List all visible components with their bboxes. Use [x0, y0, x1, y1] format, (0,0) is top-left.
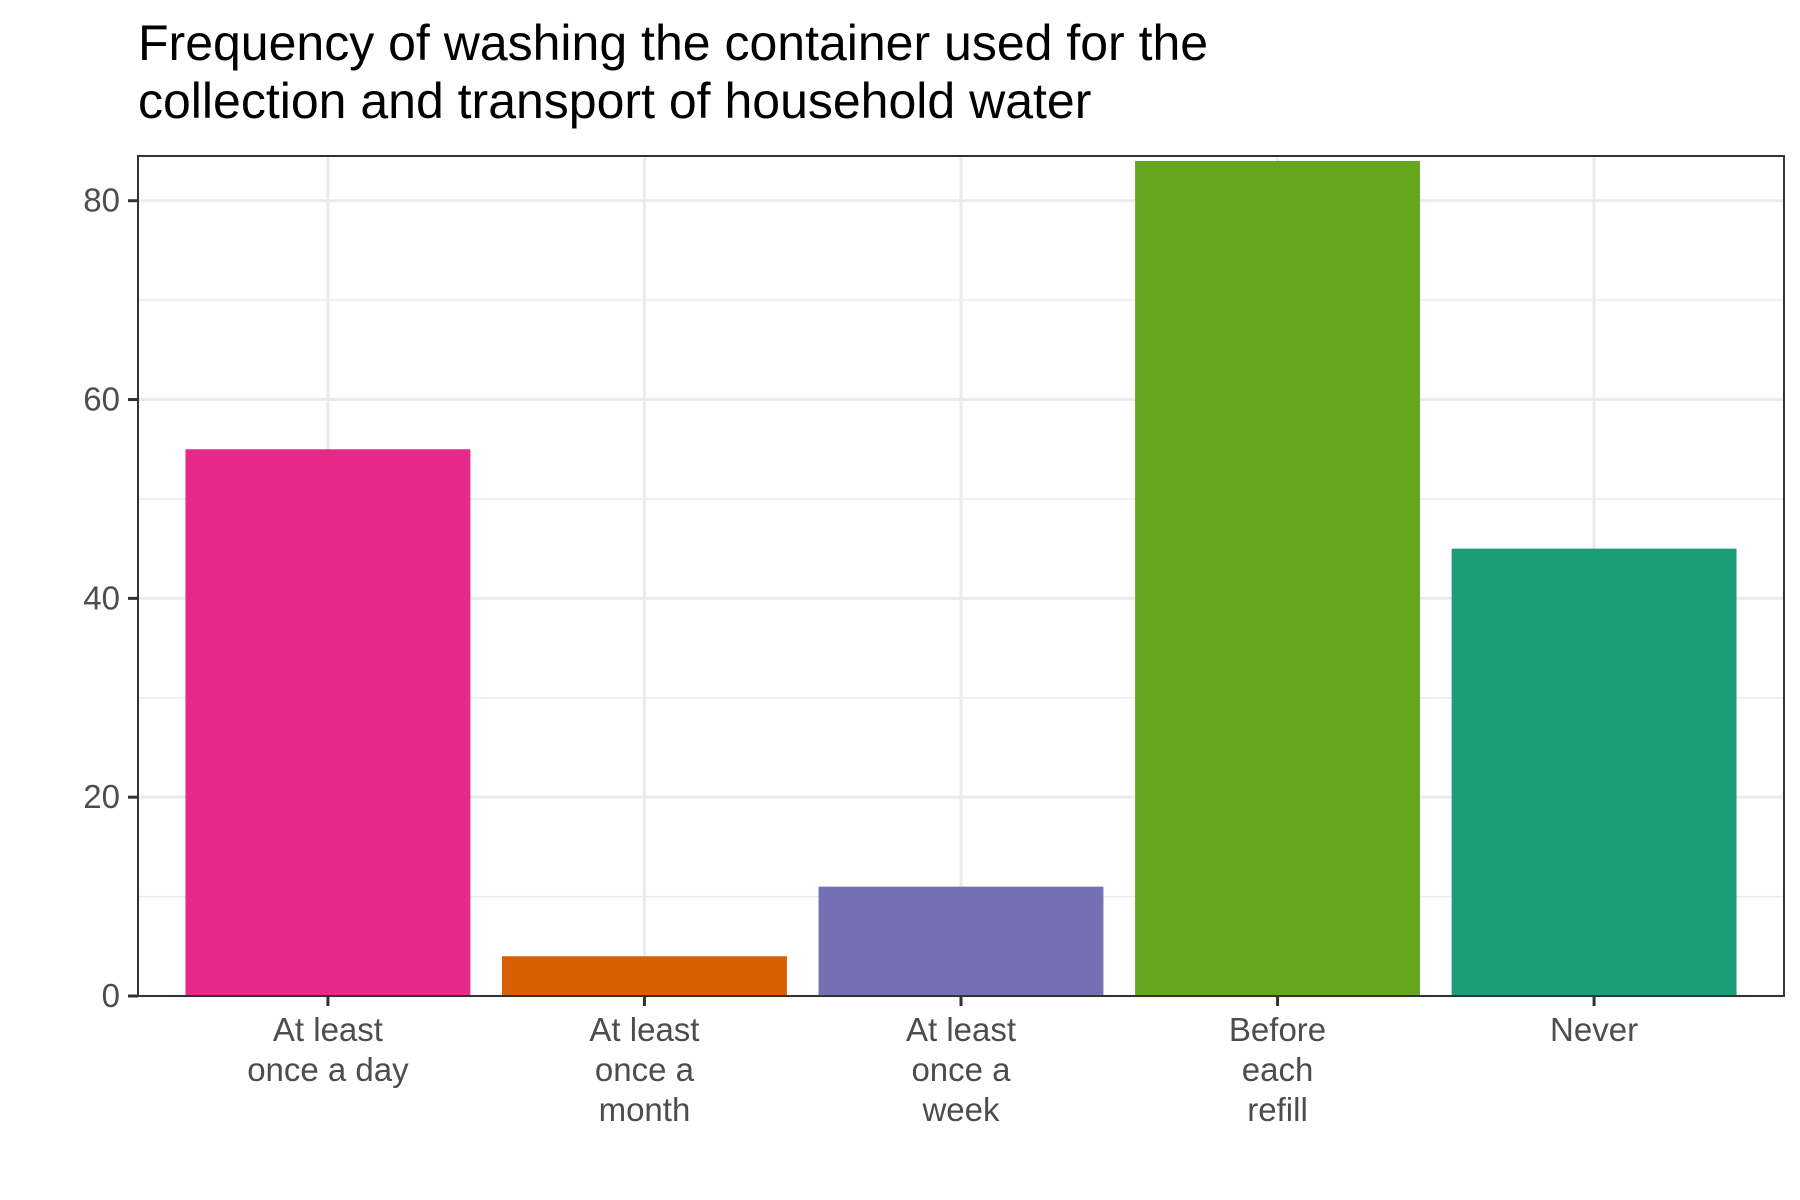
bar — [1135, 160, 1420, 997]
x-tick-label-line: Never — [1550, 1011, 1638, 1048]
bars — [185, 160, 1737, 997]
x-tick-label-line: once a — [595, 1051, 695, 1088]
y-tick-label: 0 — [102, 977, 120, 1014]
x-tick-label-line: month — [599, 1091, 691, 1128]
x-tick-label: At least once a day — [247, 1011, 409, 1088]
y-tick-label: 40 — [83, 579, 120, 616]
x-tick-label-line: week — [921, 1091, 1000, 1128]
bar — [185, 449, 471, 997]
chart-title: Frequency of washing the container used … — [138, 14, 1638, 130]
bar — [1451, 548, 1737, 996]
x-tick-label-line: At least — [589, 1011, 699, 1048]
x-tick-label: At least once a week — [906, 1011, 1016, 1128]
x-tick-label-line: once a — [911, 1051, 1011, 1088]
y-tick-label: 20 — [83, 778, 120, 815]
x-tick-label: Before each refill — [1229, 1011, 1326, 1128]
chart-title-line-2: collection and transport of household wa… — [138, 73, 1092, 129]
x-tick-label-line: refill — [1247, 1091, 1308, 1128]
bar — [818, 886, 1104, 996]
y-tick-label: 80 — [83, 182, 120, 219]
x-tick-label: At least once a month — [589, 1011, 699, 1128]
x-tick-label-line: once a day — [247, 1051, 409, 1088]
chart-title-line-1: Frequency of washing the container used … — [138, 15, 1209, 71]
x-tick-label: Never — [1550, 1011, 1638, 1048]
y-axis: 0 20 40 60 80 — [83, 182, 138, 1014]
bar — [502, 956, 787, 996]
x-tick-label-line: At least — [273, 1011, 383, 1048]
x-tick-label-line: each — [1242, 1051, 1314, 1088]
x-tick-label-line: At least — [906, 1011, 1016, 1048]
y-tick-label: 60 — [83, 381, 120, 418]
x-tick-label-line: Before — [1229, 1011, 1326, 1048]
